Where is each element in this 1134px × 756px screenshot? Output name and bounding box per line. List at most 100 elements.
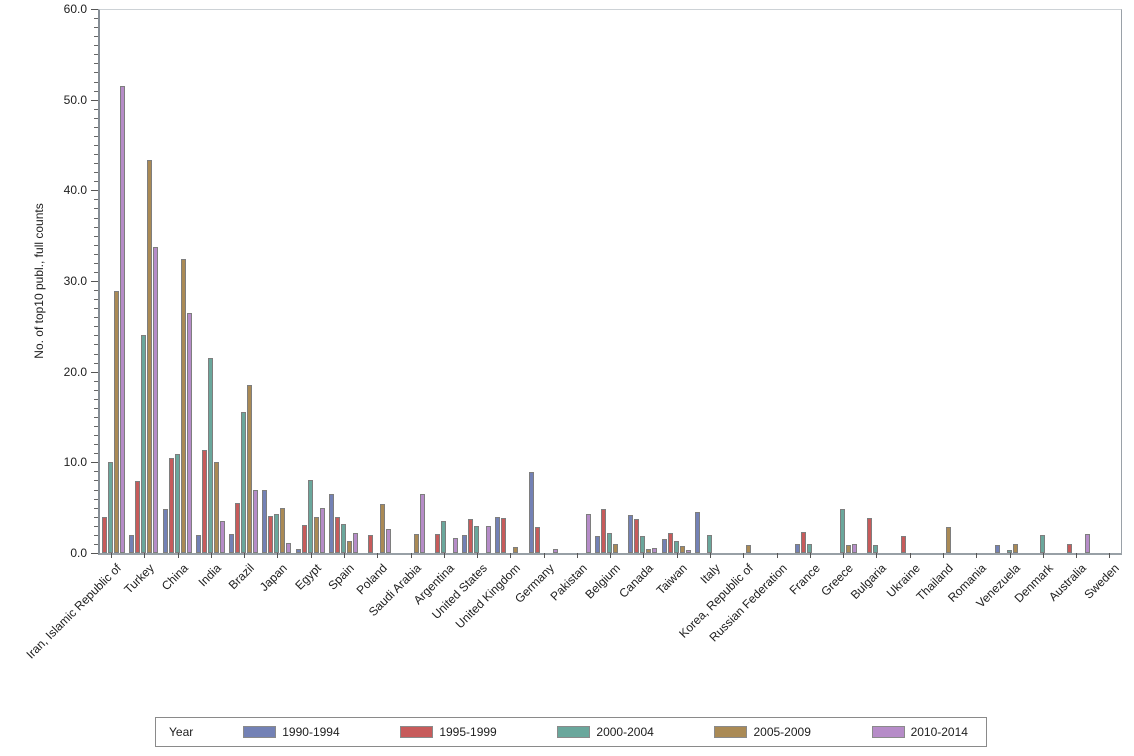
bar-2010-2014: [453, 538, 458, 553]
y-minor-tick: [94, 136, 98, 137]
y-minor-tick: [94, 208, 98, 209]
bar-1995-1999: [302, 525, 307, 553]
bar-1990-1994: [196, 535, 201, 553]
x-tick: [344, 553, 345, 558]
y-axis-title: No. of top10 publ., full counts: [32, 203, 46, 359]
x-tick: [178, 553, 179, 558]
x-tick: [777, 553, 778, 558]
bar-2005-2009: [347, 541, 352, 553]
y-tick-label: 60.0: [63, 2, 87, 16]
bar-2005-2009: [646, 549, 651, 553]
bar-1995-1999: [535, 527, 540, 553]
y-minor-tick: [94, 109, 98, 110]
x-tick: [1076, 553, 1077, 558]
x-tick: [1010, 553, 1011, 558]
y-minor-tick: [94, 45, 98, 46]
bar-2005-2009: [680, 546, 685, 553]
x-tick: [311, 553, 312, 558]
legend-swatch-1995-1999: [400, 726, 434, 738]
x-tick: [544, 553, 545, 558]
bar-2010-2014: [120, 86, 125, 553]
legend-entry: 1995-1999: [400, 725, 497, 739]
y-tick-label: 0.0: [70, 546, 87, 560]
bar-1995-1999: [801, 532, 806, 553]
bar-2005-2009: [114, 291, 119, 553]
bar-1995-1999: [468, 519, 473, 553]
x-category-label: Japan: [256, 561, 290, 595]
x-tick: [610, 553, 611, 558]
x-tick: [477, 553, 478, 558]
bar-2000-2004: [807, 544, 812, 553]
legend-entry: 2010-2014: [871, 725, 968, 739]
bar-2005-2009: [380, 504, 385, 553]
y-minor-tick: [94, 218, 98, 219]
bar-1990-1994: [628, 515, 633, 553]
bar-2000-2004: [141, 335, 146, 553]
y-minor-tick: [94, 535, 98, 536]
bar-2000-2004: [474, 526, 479, 553]
bar-2010-2014: [187, 313, 192, 553]
y-minor-tick: [94, 18, 98, 19]
legend-label: 1990-1994: [282, 725, 340, 739]
x-tick: [910, 553, 911, 558]
legend-label: 2010-2014: [910, 725, 968, 739]
bar-2005-2009: [314, 517, 319, 553]
y-major-tick: [91, 281, 98, 282]
y-minor-tick: [94, 91, 98, 92]
y-minor-tick: [94, 72, 98, 73]
bar-2000-2004: [108, 462, 113, 553]
y-minor-tick: [94, 145, 98, 146]
bar-1995-1999: [867, 518, 872, 553]
y-minor-tick: [94, 354, 98, 355]
bar-2000-2004: [1040, 535, 1045, 553]
x-tick: [1043, 553, 1044, 558]
y-minor-tick: [94, 299, 98, 300]
x-tick: [244, 553, 245, 558]
legend: Year 1990-1994 1995-1999 2000-2004 2005-200…: [155, 717, 987, 747]
x-tick: [810, 553, 811, 558]
legend-entry: 2005-2009: [714, 725, 811, 739]
x-tick: [743, 553, 744, 558]
bar-2000-2004: [274, 514, 279, 553]
bar-1995-1999: [501, 518, 506, 553]
legend-entry: 2000-2004: [557, 725, 654, 739]
x-category-label: Sweden: [1081, 561, 1122, 602]
y-minor-tick: [94, 82, 98, 83]
x-tick: [444, 553, 445, 558]
y-minor-tick: [94, 408, 98, 409]
y-minor-tick: [94, 154, 98, 155]
bar-1990-1994: [695, 512, 700, 553]
y-tick-label: 30.0: [63, 274, 87, 288]
bar-1990-1994: [529, 472, 534, 553]
y-minor-tick: [94, 54, 98, 55]
bar-2010-2014: [420, 494, 425, 553]
y-minor-tick: [94, 181, 98, 182]
bar-1990-1994: [163, 509, 168, 553]
x-category-label: Iran, Islamic Republic of: [23, 561, 124, 662]
y-tick-label: 40.0: [63, 183, 87, 197]
y-minor-tick: [94, 363, 98, 364]
legend-entry: 1990-1994: [243, 725, 340, 739]
x-category-label: Egypt: [292, 561, 324, 593]
y-minor-tick: [94, 236, 98, 237]
bar-2005-2009: [280, 508, 285, 553]
y-minor-tick: [94, 199, 98, 200]
y-major-tick: [91, 462, 98, 463]
x-category-label: India: [195, 561, 224, 590]
y-minor-tick: [94, 517, 98, 518]
bar-2010-2014: [386, 529, 391, 553]
bar-1995-1999: [435, 534, 440, 553]
y-minor-tick: [94, 417, 98, 418]
bar-2005-2009: [513, 547, 518, 553]
bar-2005-2009: [746, 545, 751, 553]
bar-2010-2014: [553, 549, 558, 553]
bar-2005-2009: [846, 545, 851, 553]
x-category-label: Canada: [616, 561, 656, 601]
bar-2000-2004: [873, 545, 878, 553]
x-tick: [510, 553, 511, 558]
bar-1995-1999: [169, 458, 174, 553]
y-minor-tick: [94, 27, 98, 28]
bar-1995-1999: [202, 450, 207, 553]
x-tick: [577, 553, 578, 558]
